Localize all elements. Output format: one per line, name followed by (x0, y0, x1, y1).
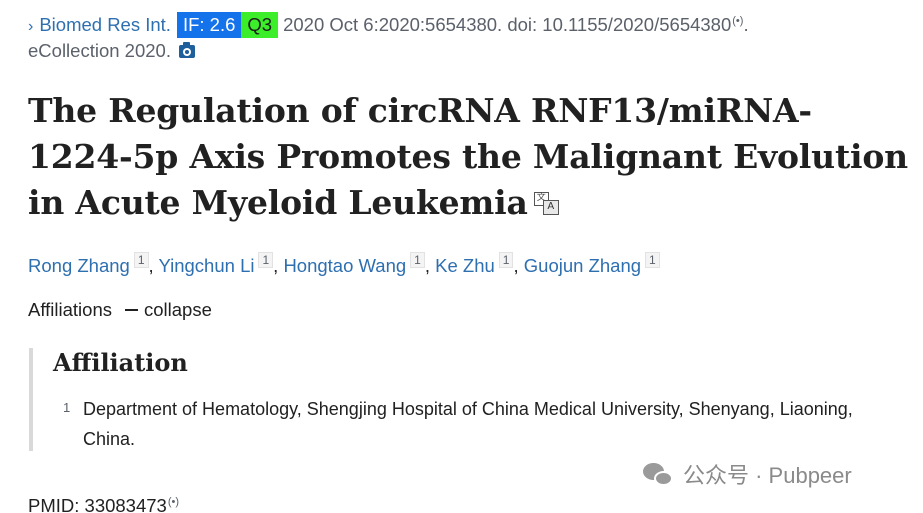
affiliation-ref[interactable]: 1 (133, 252, 149, 268)
quartile-badge: Q3 (241, 12, 279, 39)
affiliation-ref[interactable]: 1 (645, 252, 660, 268)
author-link[interactable]: Yingchun Li (158, 255, 255, 276)
journal-link[interactable]: Biomed Res Int. (39, 14, 171, 36)
chevron-right-icon[interactable]: › (28, 18, 34, 36)
affiliations-label: Affiliations (28, 299, 112, 320)
collapse-link[interactable]: collapse (143, 299, 212, 320)
author-separator: , (424, 255, 430, 276)
author-link[interactable]: Hongtao Wang (283, 255, 407, 276)
impact-factor-badge: IF: 2.6 (176, 12, 242, 39)
translate-icon-target: A (542, 200, 559, 215)
affiliation-ref[interactable]: 1 (498, 252, 514, 268)
watermark: 公众号 · Pubpeer (643, 462, 852, 490)
watermark-text: 公众号 · Pubpeer (683, 463, 852, 488)
author-link[interactable]: Guojun Zhang (523, 255, 642, 276)
signal-icon[interactable]: (•) (732, 15, 744, 27)
author-link[interactable]: Ke Zhu (435, 255, 495, 276)
wechat-icon (643, 462, 675, 488)
article-title: The Regulation of circRNA RNF13/miRNA-12… (28, 88, 908, 226)
affiliation-panel: Affiliation 1 Department of Hematology, … (29, 348, 869, 451)
affiliation-number: 1 (63, 400, 71, 415)
affiliation-heading: Affiliation (53, 348, 188, 377)
author-list: Rong Zhang 1, Yingchun Li 1, Hongtao Wang 1… (28, 252, 660, 279)
citation-suffix: . (743, 14, 749, 36)
affiliation-text: Department of Hematology, Shengjing Hosp… (83, 399, 853, 449)
minus-icon (124, 309, 138, 311)
author-separator: , (273, 255, 279, 276)
ecollection-line: eCollection 2020. (28, 38, 195, 64)
author-link[interactable]: Rong Zhang (28, 255, 130, 276)
camera-icon[interactable] (178, 42, 195, 58)
pmid-line: PMID: 33083473(•) (28, 489, 179, 513)
ecollection-text: eCollection 2020. (28, 40, 171, 61)
pmid-text: PMID: 33083473 (28, 495, 167, 513)
author-separator: , (513, 255, 519, 276)
affiliation-ref[interactable]: 1 (410, 252, 425, 268)
affiliation-ref[interactable]: 1 (258, 252, 274, 268)
affiliations-toggle[interactable]: Affiliations collapse (28, 297, 212, 323)
citation-line: › Biomed Res Int. IF: 2.6 Q3 2020 Oct 6:2020… (28, 8, 749, 40)
citation-details: 2020 Oct 6:2020:5654380. doi: 10.1155/20… (283, 14, 732, 36)
article-title-text: The Regulation of circRNA RNF13/miRNA-12… (28, 91, 908, 222)
author-separator: , (148, 255, 154, 276)
signal-icon[interactable]: (•) (167, 496, 180, 508)
